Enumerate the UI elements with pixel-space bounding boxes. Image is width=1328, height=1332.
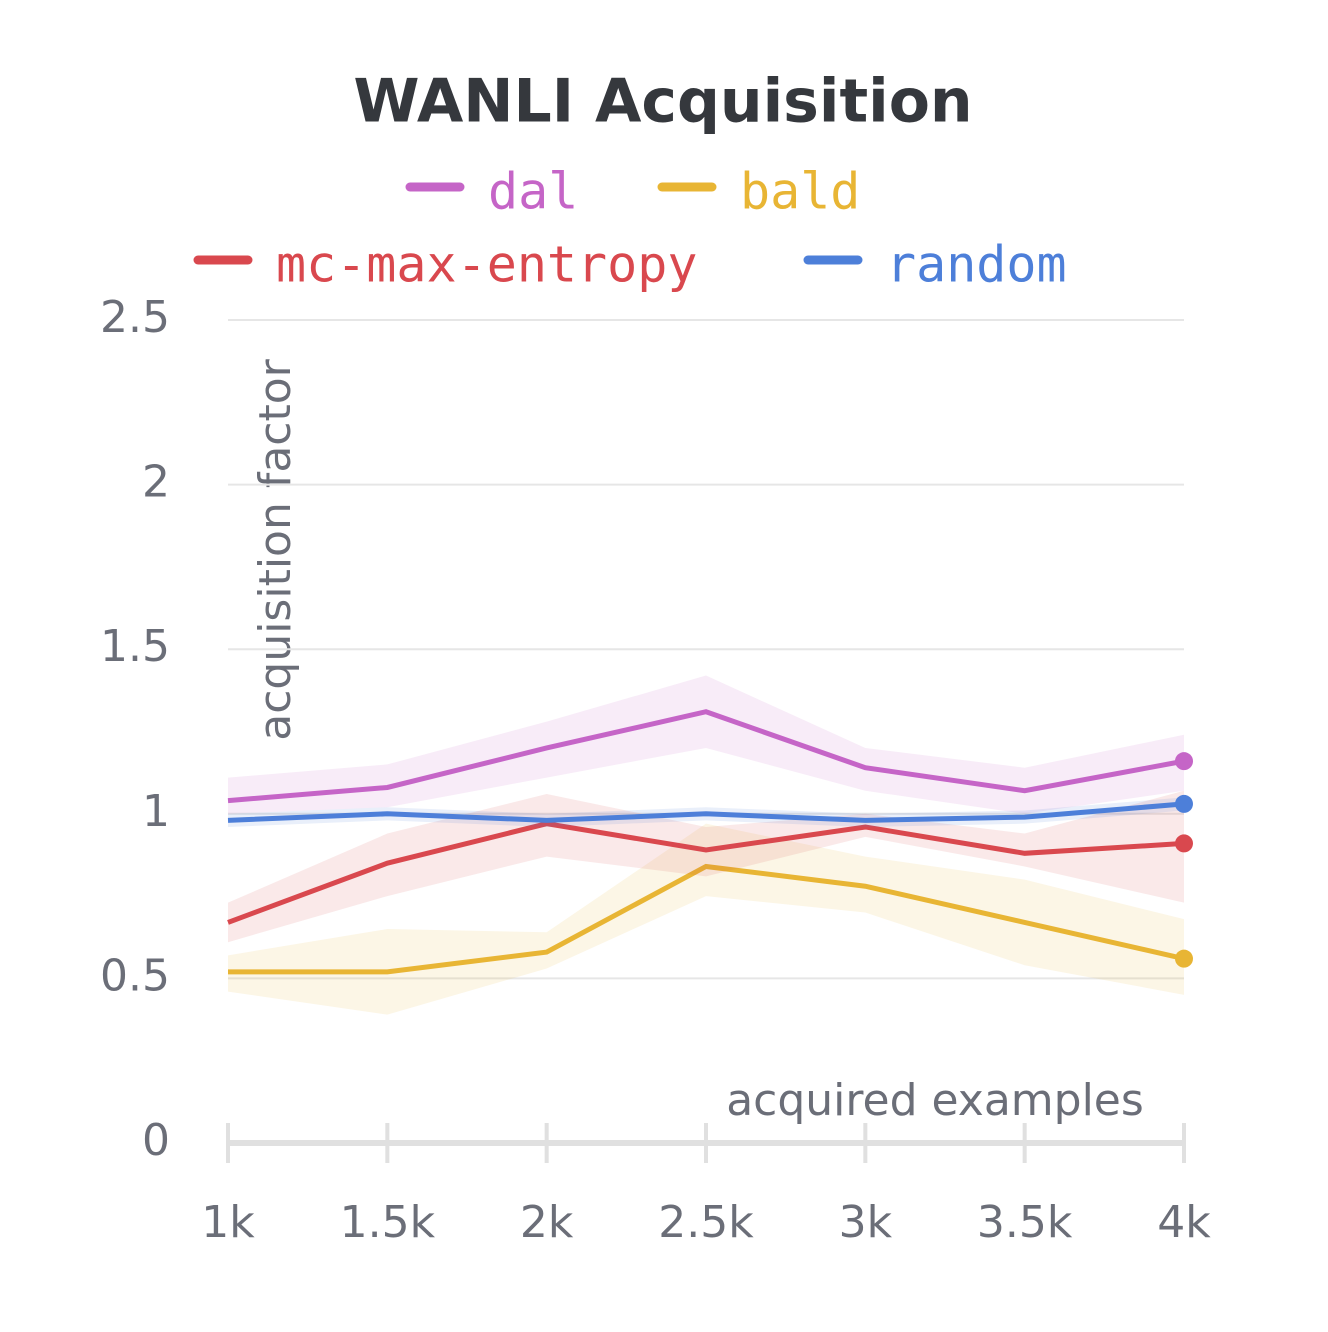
y-tick-label: 0 — [142, 1115, 170, 1166]
legend-label: dal — [488, 163, 578, 221]
y-axis-label: acquisition factor — [250, 358, 301, 740]
x-tick-label: 1k — [201, 1197, 255, 1248]
y-tick-label: 1 — [142, 786, 170, 837]
legend-label: bald — [740, 163, 860, 221]
y-tick-label: 2 — [142, 457, 170, 508]
line — [227, 709, 1185, 804]
end-point — [1175, 949, 1193, 968]
x-tick-label: 4k — [1157, 1197, 1211, 1248]
x-tick-label: 3k — [839, 1197, 893, 1248]
x-tick-label: 2.5k — [658, 1197, 754, 1248]
end-point — [1175, 834, 1193, 853]
end-point — [1175, 794, 1193, 813]
x-tick-label: 3.5k — [977, 1197, 1073, 1248]
y-tick-label: 2.5 — [100, 292, 170, 343]
y-tick-label: 0.5 — [100, 950, 170, 1001]
error-band — [228, 823, 1184, 1015]
line — [228, 863, 1185, 975]
legend-label: random — [886, 236, 1067, 294]
chart-title: WANLI Acquisition — [353, 67, 972, 137]
end-point — [1175, 752, 1193, 771]
line — [227, 801, 1185, 823]
x-tick-label: 2k — [520, 1197, 574, 1248]
error-band — [228, 675, 1184, 814]
error-band — [228, 790, 1184, 943]
x-tick-label: 1.5k — [340, 1197, 436, 1248]
y-tick-label: 1.5 — [100, 621, 170, 672]
legend-label: mc-max-entropy — [276, 236, 697, 294]
line — [227, 821, 1185, 925]
x-axis-label: acquired examples — [726, 1075, 1144, 1126]
